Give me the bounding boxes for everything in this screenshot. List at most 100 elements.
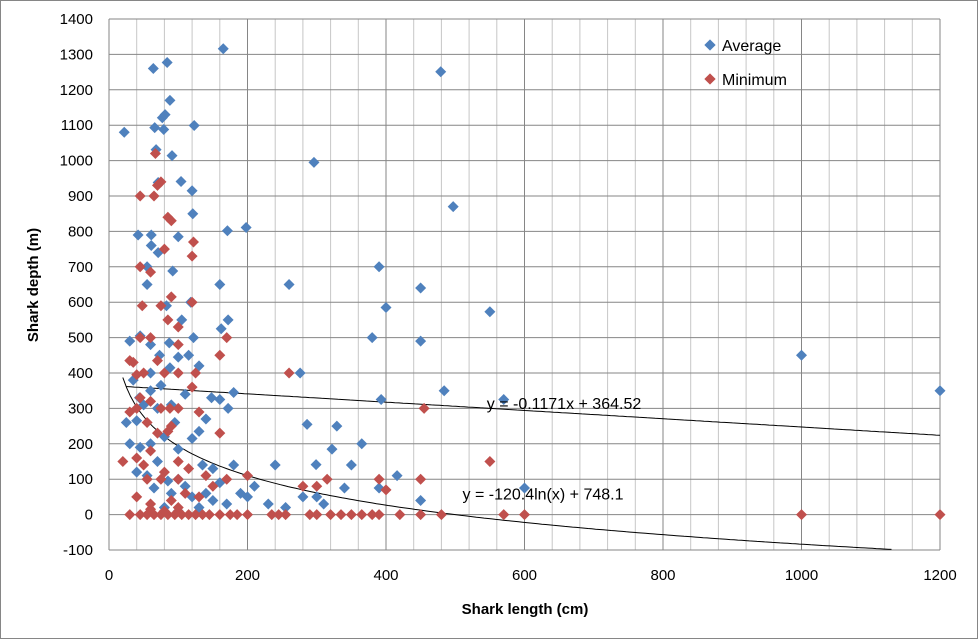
- point-average: [183, 349, 195, 361]
- point-average: [186, 432, 198, 444]
- y-tick-label: -100: [63, 542, 93, 559]
- point-minimum: [321, 473, 333, 485]
- point-minimum: [193, 406, 205, 418]
- point-minimum: [214, 427, 226, 439]
- point-minimum: [172, 367, 184, 379]
- point-average: [391, 470, 403, 482]
- point-average: [193, 502, 205, 514]
- point-average: [262, 498, 274, 510]
- point-average: [294, 367, 306, 379]
- point-average: [131, 466, 143, 478]
- point-minimum: [158, 367, 170, 379]
- point-minimum: [335, 509, 347, 521]
- point-minimum: [134, 190, 146, 202]
- point-average: [415, 335, 427, 347]
- point-minimum: [187, 236, 199, 248]
- point-minimum: [519, 509, 530, 521]
- point-minimum: [145, 266, 157, 278]
- point-average: [145, 229, 157, 241]
- point-minimum: [172, 339, 184, 351]
- point-minimum: [172, 402, 184, 414]
- point-minimum: [172, 502, 184, 514]
- point-minimum: [155, 402, 167, 414]
- point-average: [145, 339, 157, 351]
- point-average: [221, 498, 233, 510]
- point-average: [167, 265, 179, 277]
- point-minimum: [356, 509, 368, 521]
- y-tick-label: 400: [68, 365, 93, 382]
- point-minimum: [155, 300, 167, 312]
- point-minimum: [186, 296, 198, 308]
- y-tick-label: 1400: [60, 11, 93, 28]
- point-minimum: [165, 291, 177, 303]
- point-minimum: [435, 509, 447, 521]
- point-minimum: [283, 367, 295, 379]
- point-minimum: [190, 509, 202, 521]
- point-average: [155, 379, 167, 391]
- y-tick-label: 1200: [60, 82, 93, 99]
- y-tick-label: 1100: [61, 117, 93, 134]
- point-average: [145, 367, 157, 379]
- point-minimum: [325, 509, 337, 521]
- point-average: [172, 443, 184, 455]
- point-average: [179, 480, 191, 492]
- point-average: [435, 66, 447, 78]
- point-minimum: [165, 215, 177, 227]
- point-minimum: [117, 456, 129, 467]
- point-minimum: [484, 456, 496, 467]
- point-minimum: [134, 509, 146, 521]
- point-average: [338, 482, 350, 494]
- point-minimum: [311, 480, 323, 492]
- point-average: [132, 229, 144, 241]
- point-minimum: [131, 369, 143, 381]
- point-minimum: [280, 509, 292, 521]
- point-minimum: [186, 381, 198, 393]
- y-tick-labels: -100 0 100 200 300 400 500 600 700 800 900 1000 1100…: [60, 11, 93, 559]
- point-minimum: [158, 243, 170, 255]
- point-average: [222, 314, 234, 326]
- point-average: [373, 261, 385, 273]
- x-tick-label: 0: [105, 567, 113, 584]
- point-minimum: [151, 355, 163, 367]
- y-tick-label: 100: [68, 471, 93, 488]
- point-average: [248, 480, 260, 492]
- point-minimum: [179, 487, 191, 499]
- point-minimum: [214, 509, 226, 521]
- point-average: [221, 225, 233, 237]
- point-average: [484, 306, 496, 318]
- point-minimum: [141, 417, 153, 429]
- point-average: [158, 123, 170, 135]
- point-minimum: [266, 509, 278, 521]
- point-minimum: [145, 503, 157, 515]
- point-average: [438, 385, 450, 397]
- point-average: [318, 498, 330, 510]
- point-average: [124, 438, 136, 450]
- x-tick-label: 1200: [923, 567, 956, 584]
- legend: Average Minimum: [704, 38, 787, 89]
- linear-trendline: [126, 386, 941, 436]
- point-average: [145, 438, 157, 450]
- point-minimum: [151, 179, 163, 191]
- point-average: [148, 482, 160, 494]
- point-minimum: [165, 494, 177, 506]
- point-minimum: [145, 332, 157, 344]
- point-minimum: [186, 250, 198, 262]
- point-minimum: [214, 349, 226, 361]
- point-average: [172, 351, 184, 363]
- point-average: [415, 494, 427, 506]
- y-tick-label: 500: [68, 330, 93, 347]
- point-minimum: [141, 473, 153, 485]
- y-tick-label: 1000: [60, 153, 93, 170]
- point-minimum: [273, 509, 285, 521]
- point-minimum: [418, 402, 430, 414]
- gridlines: [108, 18, 941, 551]
- point-minimum: [183, 463, 195, 475]
- y-tick-label: 0: [85, 507, 93, 524]
- point-average: [269, 459, 281, 471]
- x-tick-label: 1000: [785, 567, 818, 584]
- point-average: [215, 323, 227, 335]
- point-minimum: [373, 473, 385, 485]
- point-minimum: [304, 509, 316, 521]
- point-average: [145, 240, 157, 252]
- point-average: [165, 487, 177, 499]
